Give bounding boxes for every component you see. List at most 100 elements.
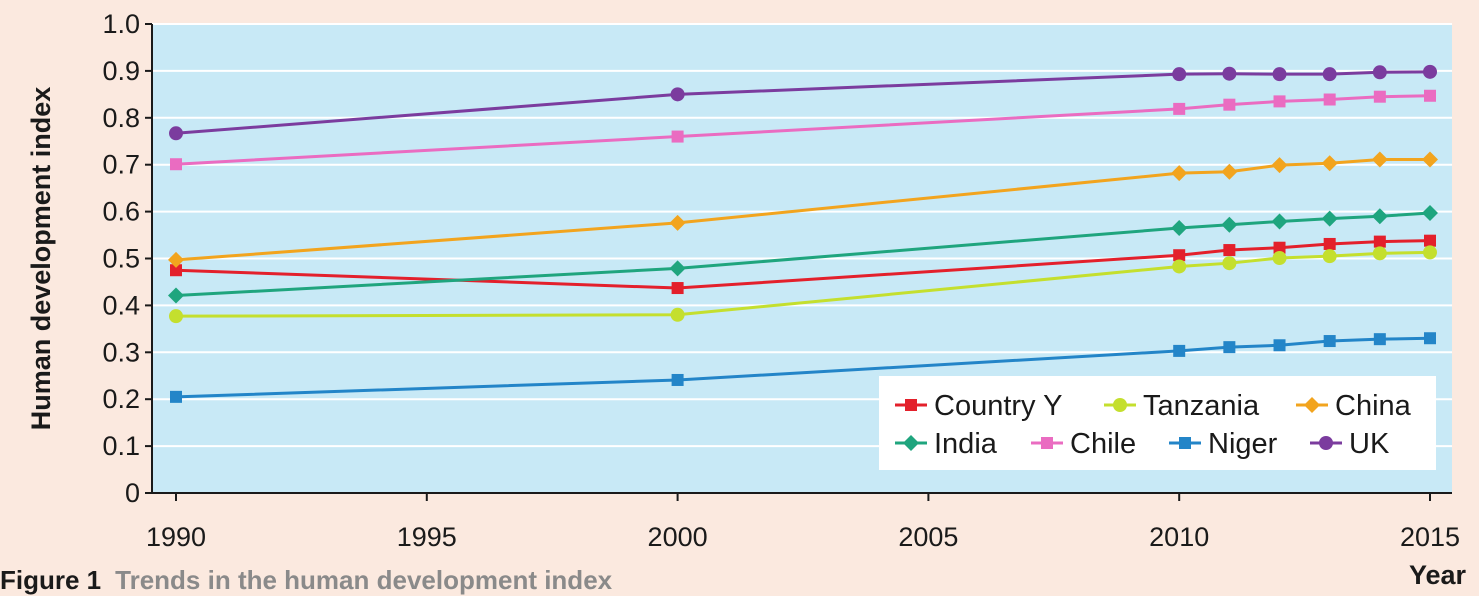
y-tick-label: 0.5: [102, 244, 140, 274]
x-tick-label: 2000: [648, 522, 708, 552]
data-point: [169, 309, 183, 324]
legend-label: Country Y: [934, 390, 1062, 422]
data-point: [1371, 151, 1388, 168]
data-point: [1222, 256, 1237, 271]
legend-marker: [903, 435, 919, 451]
data-point: [1272, 67, 1287, 82]
y-tick-label: 0.9: [102, 56, 140, 86]
data-point: [1273, 339, 1286, 352]
data-point: [1221, 216, 1238, 233]
y-tick-label: 0.7: [102, 150, 140, 180]
data-point: [1422, 151, 1438, 168]
data-point: [1372, 246, 1387, 261]
series-line: [175, 239, 1431, 290]
data-point: [1273, 241, 1286, 254]
data-point: [1222, 66, 1237, 81]
figure-caption: Figure 1 Trends in the human development …: [0, 565, 612, 596]
data-point: [1273, 95, 1286, 108]
data-point: [1221, 163, 1238, 180]
data-point: [1373, 90, 1386, 103]
data-point: [671, 373, 684, 386]
legend-item: Tanzania: [1104, 390, 1260, 422]
legend-marker: [905, 399, 917, 411]
series-india: [168, 205, 1438, 304]
y-tick-label: 0.3: [102, 337, 140, 367]
figure-number: Figure 1: [0, 565, 102, 595]
data-point: [1373, 333, 1386, 346]
y-axis-title: Human development index: [26, 87, 56, 431]
legend-marker: [1319, 436, 1333, 450]
series-line: [175, 336, 1431, 399]
data-point: [1373, 235, 1386, 248]
data-point: [1271, 157, 1288, 174]
data-point: [1423, 64, 1437, 79]
data-point: [170, 390, 182, 403]
data-point: [1424, 332, 1436, 345]
legend-label: UK: [1349, 428, 1390, 460]
data-point: [169, 126, 183, 141]
series-line: [175, 250, 1431, 318]
data-point: [1422, 205, 1438, 222]
data-point: [1424, 89, 1436, 102]
y-tick-label: 0: [125, 478, 140, 508]
legend-marker: [1304, 397, 1320, 413]
y-tick-label: 0.1: [102, 431, 140, 461]
legend-box: [879, 376, 1436, 470]
data-point: [1323, 237, 1336, 250]
data-point: [168, 287, 184, 304]
series-lines: [168, 64, 1438, 403]
data-point: [1172, 67, 1187, 82]
legend-label: Chile: [1070, 428, 1136, 460]
data-point: [1271, 213, 1288, 230]
series-line: [175, 70, 1431, 135]
data-point: [1323, 93, 1336, 106]
data-point: [1272, 251, 1287, 266]
legend-item: Niger: [1169, 428, 1278, 460]
data-point: [669, 214, 686, 231]
data-point: [1322, 249, 1337, 264]
data-point: [1372, 65, 1387, 80]
y-tick-label: 0.4: [102, 290, 140, 320]
data-point: [1173, 344, 1186, 357]
legend-item: Chile: [1031, 428, 1136, 460]
data-point: [671, 282, 684, 295]
legend-label: Tanzania: [1143, 390, 1260, 422]
x-axis-title: Year: [1409, 560, 1467, 590]
data-point: [1223, 98, 1236, 111]
figure-title: Trends in the human development index: [115, 565, 613, 595]
data-point: [1321, 210, 1338, 227]
data-point: [1223, 244, 1236, 257]
x-tick-label: 2015: [1400, 522, 1460, 552]
data-point: [670, 87, 685, 102]
series-uk: [169, 64, 1437, 141]
data-point: [1173, 102, 1186, 115]
legend-label: India: [934, 428, 998, 460]
data-point: [671, 130, 684, 143]
legend-item: UK: [1310, 428, 1390, 460]
x-tick-label: 2010: [1149, 522, 1209, 552]
data-point: [1322, 67, 1337, 82]
data-point: [1173, 249, 1186, 262]
series-line: [175, 94, 1431, 166]
data-point: [1223, 341, 1236, 354]
data-point: [669, 260, 686, 277]
legend-item: India: [895, 428, 998, 460]
data-point: [670, 307, 685, 322]
x-tick-label: 2005: [898, 522, 958, 552]
series-tanzania: [169, 245, 1437, 324]
x-tick-label: 1990: [146, 522, 206, 552]
data-point: [1323, 335, 1336, 348]
legend-label: China: [1335, 390, 1412, 422]
legend-item: Country Y: [895, 390, 1062, 422]
series-china: [168, 151, 1438, 268]
y-tick-label: 1.0: [102, 9, 140, 39]
data-point: [170, 264, 182, 277]
data-point: [1423, 245, 1437, 260]
data-point: [1171, 220, 1188, 237]
series-chile: [170, 89, 1436, 171]
data-point: [170, 158, 182, 171]
data-point: [1424, 234, 1436, 247]
legend-marker: [1179, 437, 1191, 449]
y-tick-label: 0.6: [102, 197, 140, 227]
legend-item: China: [1296, 390, 1412, 422]
